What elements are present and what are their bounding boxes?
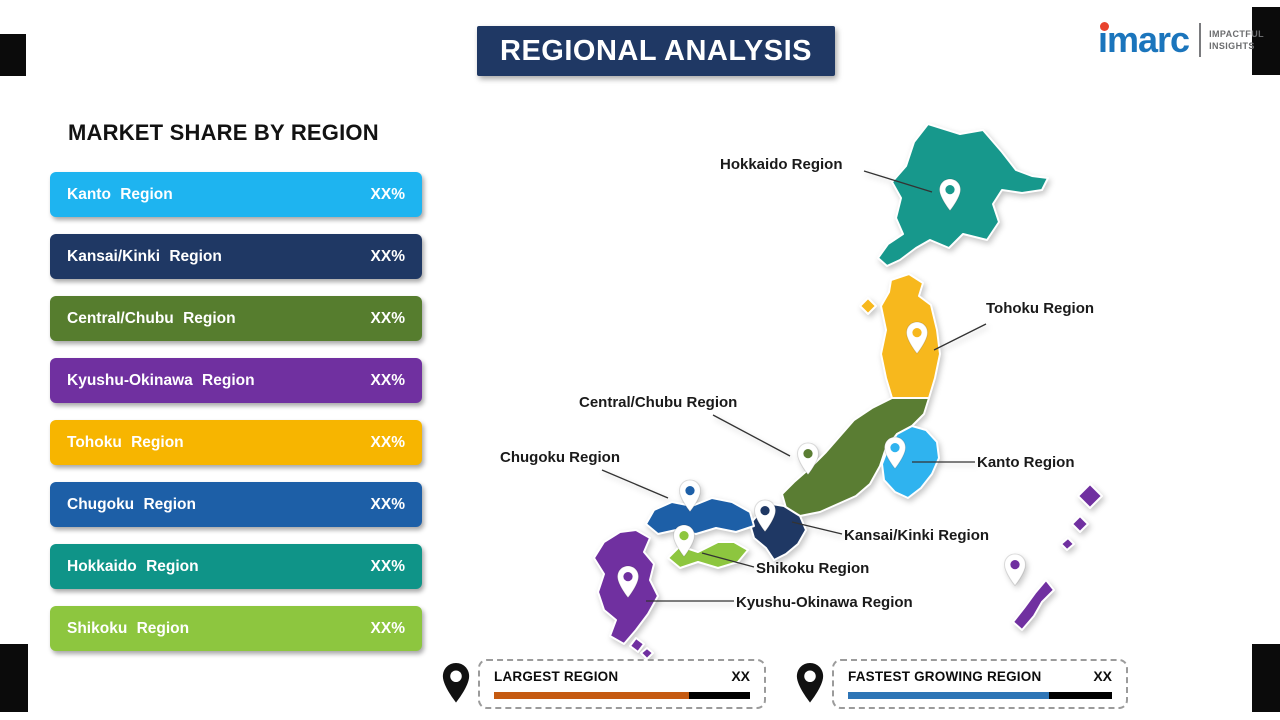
legend-fastest-value: XX bbox=[1093, 668, 1112, 684]
legend-largest-region: LARGEST REGION XX bbox=[478, 659, 766, 709]
legend-fastest-growing-region: FASTEST GROWING REGION XX bbox=[832, 659, 1128, 709]
map-label-chubu: Central/Chubu Region bbox=[579, 394, 738, 411]
bar-value: XX% bbox=[370, 185, 405, 203]
bar-label: Kanto Region bbox=[67, 185, 173, 203]
legend-largest-bar bbox=[494, 692, 750, 699]
market-share-bar-tohoku: Tohoku Region XX% bbox=[50, 420, 422, 465]
bar-label: Kansai/Kinki Region bbox=[67, 247, 222, 265]
bar-value: XX% bbox=[370, 371, 405, 389]
corner-accent-top-right bbox=[1252, 7, 1280, 75]
map-pin-kansai bbox=[753, 499, 777, 533]
logo-divider bbox=[1199, 23, 1202, 57]
market-share-heading: MARKET SHARE BY REGION bbox=[68, 120, 379, 145]
map-region-okinawa-main bbox=[1012, 579, 1055, 631]
map-pin-shikoku bbox=[672, 524, 696, 558]
map-pin-kyushu bbox=[616, 565, 640, 599]
market-share-list: Kanto Region XX% Kansai/Kinki Region XX%… bbox=[50, 172, 422, 668]
legend-fastest-bar bbox=[848, 692, 1112, 699]
map-label-tohoku: Tohoku Region bbox=[986, 300, 1095, 317]
map-label-kyushu: Kyushu-Okinawa Region bbox=[736, 594, 913, 611]
legend-largest-value: XX bbox=[731, 668, 750, 684]
bar-label: Kyushu-Okinawa Region bbox=[67, 371, 255, 389]
connector-kansai bbox=[791, 521, 843, 535]
fastest-growing-pin-icon bbox=[796, 663, 824, 703]
map-pin-kanto bbox=[883, 436, 907, 470]
map-region-chugoku bbox=[645, 497, 755, 535]
map-label-kanto: Kanto Region bbox=[977, 454, 1075, 471]
map-pin-tohoku bbox=[905, 321, 929, 355]
market-share-bar-shikoku: Shikoku Region XX% bbox=[50, 606, 422, 651]
imarc-logo: imarc IMPACTFUL INSIGHTS bbox=[1098, 22, 1264, 58]
market-share-bar-chugoku: Chugoku Region XX% bbox=[50, 482, 422, 527]
connector-shikoku bbox=[701, 552, 755, 568]
legend-fastest-bar-end bbox=[1049, 692, 1112, 699]
map-islet-okinawa-3 bbox=[1060, 537, 1075, 551]
connector-hokkaido bbox=[863, 170, 933, 193]
map-label-chugoku: Chugoku Region bbox=[500, 449, 620, 466]
map-label-shikoku: Shikoku Region bbox=[756, 560, 870, 577]
market-share-bar-kansai: Kansai/Kinki Region XX% bbox=[50, 234, 422, 279]
bar-label: Shikoku Region bbox=[67, 619, 190, 637]
imarc-wordmark: imarc bbox=[1097, 19, 1190, 60]
imarc-wordmark-wrap: imarc bbox=[1097, 19, 1190, 60]
map-pin-okinawa bbox=[1003, 553, 1027, 587]
corner-accent-bottom-right bbox=[1252, 644, 1280, 712]
bar-value: XX% bbox=[370, 495, 405, 513]
map-pin-chugoku bbox=[678, 479, 702, 513]
map-label-kansai: Kansai/Kinki Region bbox=[844, 527, 990, 544]
map-pin-hokkaido bbox=[938, 178, 962, 212]
logo-tagline-line2: INSIGHTS bbox=[1209, 41, 1255, 51]
map-islet-okinawa-1 bbox=[1077, 483, 1103, 509]
bar-label: Central/Chubu Region bbox=[67, 309, 236, 327]
map-islet-okinawa-2 bbox=[1071, 515, 1089, 533]
market-share-bar-kyushu: Kyushu-Okinawa Region XX% bbox=[50, 358, 422, 403]
bar-value: XX% bbox=[370, 557, 405, 575]
logo-tagline-line1: IMPACTFUL bbox=[1209, 28, 1264, 39]
map-region-hokkaido bbox=[877, 123, 1049, 267]
bar-label: Hokkaido Region bbox=[67, 557, 199, 575]
connector-chubu bbox=[712, 414, 791, 457]
map-pin-chubu bbox=[796, 442, 820, 476]
bar-value: XX% bbox=[370, 309, 405, 327]
bar-value: XX% bbox=[370, 433, 405, 451]
bar-label: Chugoku Region bbox=[67, 495, 196, 513]
legend-largest-bar-end bbox=[689, 692, 750, 699]
market-share-bar-hokkaido: Hokkaido Region XX% bbox=[50, 544, 422, 589]
corner-accent-top-left bbox=[0, 34, 26, 76]
japan-map bbox=[593, 123, 1103, 660]
bar-value: XX% bbox=[370, 619, 405, 637]
market-share-bar-kanto: Kanto Region XX% bbox=[50, 172, 422, 217]
market-share-bar-chubu: Central/Chubu Region XX% bbox=[50, 296, 422, 341]
imarc-logo-dot bbox=[1099, 22, 1109, 31]
corner-accent-bottom-left bbox=[0, 644, 28, 712]
legend-fastest-bar-main bbox=[848, 692, 1050, 699]
map-islet-kyushu-1 bbox=[629, 637, 645, 653]
legend-largest-label: LARGEST REGION bbox=[494, 668, 619, 684]
legend-fastest-label: FASTEST GROWING REGION bbox=[848, 668, 1042, 684]
connector-tohoku bbox=[933, 323, 987, 351]
bar-label: Tohoku Region bbox=[67, 433, 184, 451]
map-islet-sado bbox=[859, 297, 877, 315]
bar-value: XX% bbox=[370, 247, 405, 265]
connector-chugoku bbox=[601, 469, 669, 499]
largest-region-pin-icon bbox=[442, 663, 470, 703]
map-label-hokkaido: Hokkaido Region bbox=[720, 156, 843, 173]
logo-tagline: IMPACTFUL INSIGHTS bbox=[1209, 28, 1264, 52]
page-title: REGIONAL ANALYSIS bbox=[477, 26, 835, 76]
map-islet-kyushu-2 bbox=[640, 647, 654, 660]
legend-largest-bar-main bbox=[494, 692, 690, 699]
